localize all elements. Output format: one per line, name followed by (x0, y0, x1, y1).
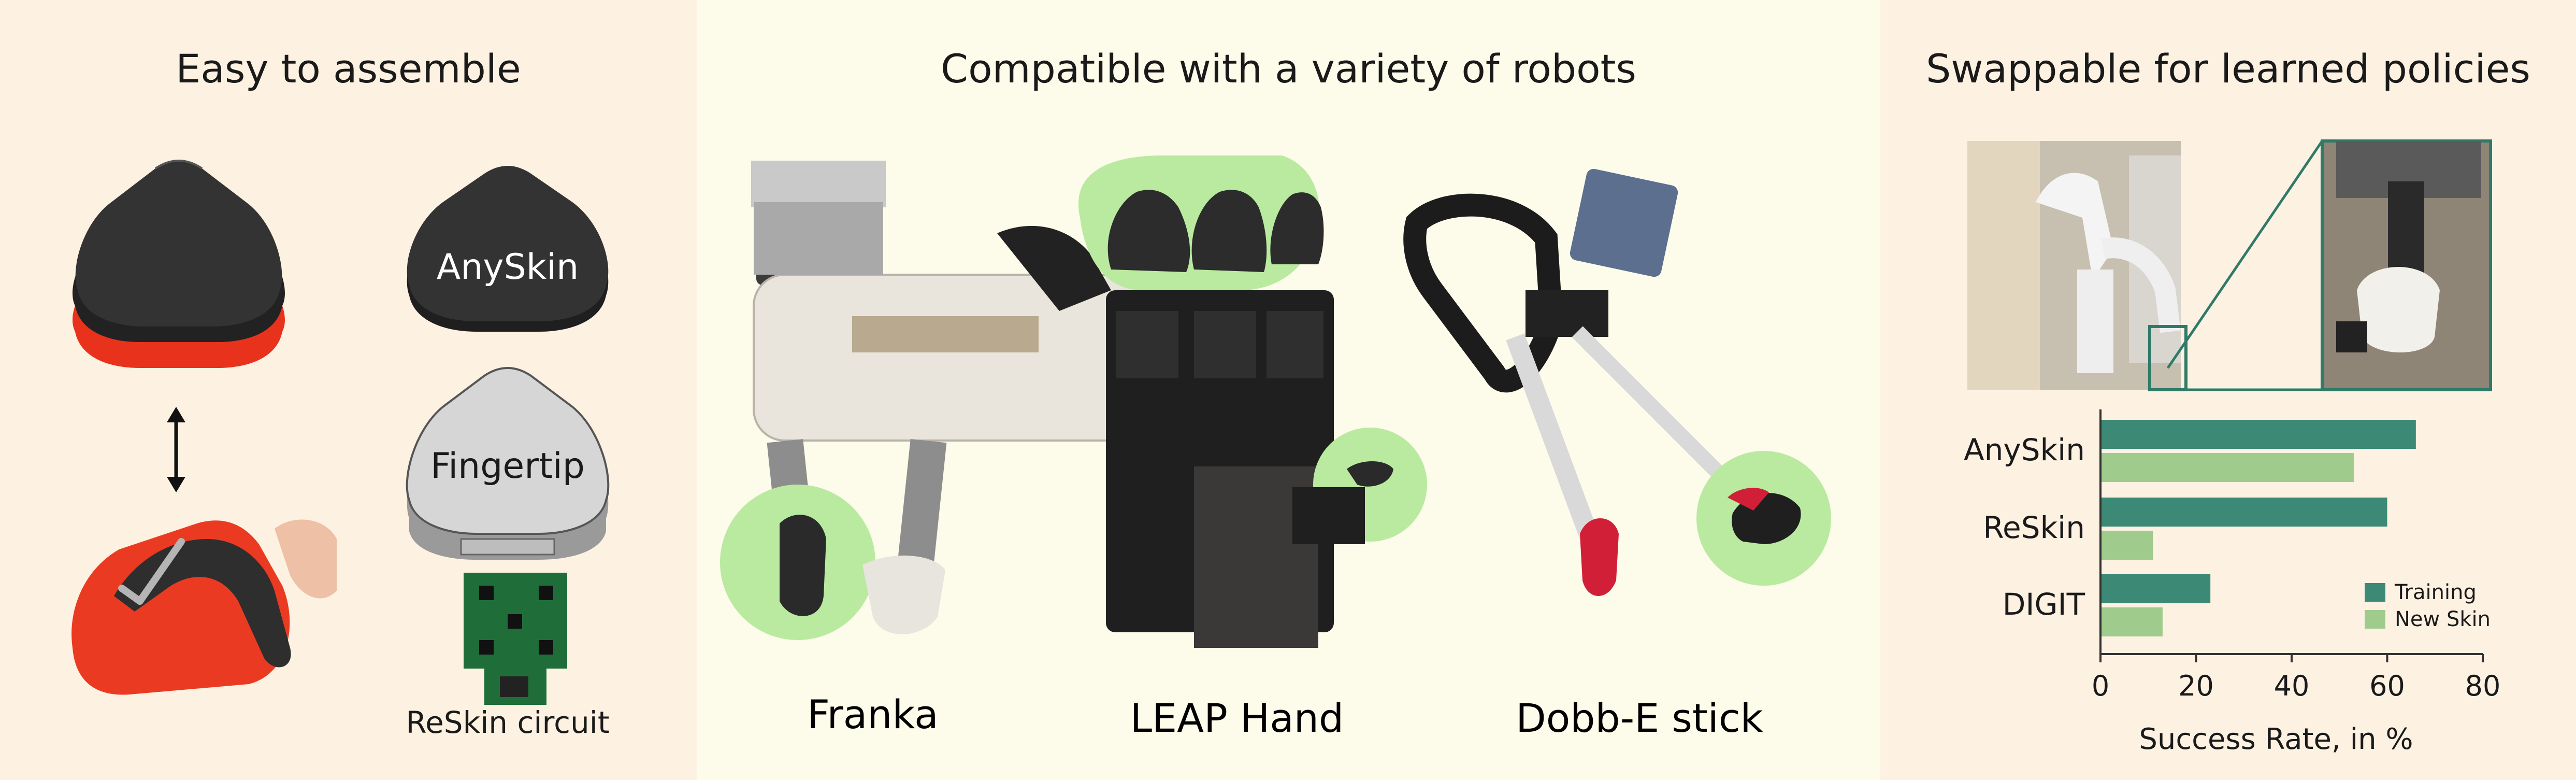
legend-swatch (2365, 610, 2385, 629)
anyskin-piece-image (407, 166, 609, 332)
leap-hand-image (1078, 155, 1427, 648)
gripper-closeup-photo (2321, 139, 2492, 391)
robots-illustration: Franka LEAP Hand Dobb-E stick (720, 155, 1831, 741)
robot-name-franka: Franka (807, 691, 938, 738)
base-with-hand-image (71, 519, 337, 695)
x-tick-label: 20 (2178, 670, 2214, 702)
dobbe-stick-image (1403, 168, 1831, 596)
fingertip-piece-image (406, 367, 610, 560)
panel-title-policies: Swappable for learned policies (1926, 46, 2530, 92)
x-axis-label: Success Rate, in % (2139, 722, 2413, 756)
policy-photos (1967, 139, 2492, 391)
bar-anyskin-new-skin (2100, 453, 2354, 482)
skin-on-base-image (73, 160, 285, 368)
bar-anyskin-training (2100, 420, 2416, 449)
bar-digit-new-skin (2100, 607, 2163, 636)
franka-gripper-image (720, 161, 1179, 640)
x-tick-label: 0 (2092, 670, 2109, 702)
legend-label: Training (2394, 580, 2477, 604)
category-label: DIGIT (2003, 587, 2085, 622)
x-tick-label: 60 (2369, 670, 2405, 702)
double-arrow-icon (167, 407, 185, 492)
zoom-box (2148, 325, 2188, 391)
robot-arm-photo (1967, 141, 2181, 390)
category-label: ReSkin (1983, 510, 2085, 545)
x-tick-label: 80 (2465, 670, 2501, 702)
zoom-connector-line (2166, 140, 2324, 369)
x-tick-label: 40 (2274, 670, 2310, 702)
robot-name-leap-hand: LEAP Hand (1130, 695, 1344, 741)
reskin-circuit-image (464, 573, 567, 705)
legend-label: New Skin (2395, 607, 2491, 631)
panel-title-robots: Compatible with a variety of robots (941, 46, 1636, 92)
assembly-illustration: AnySkin Fingertip (71, 160, 610, 705)
bar-reskin-new-skin (2100, 531, 2153, 560)
robot-name-dobbe-stick: Dobb-E stick (1516, 695, 1763, 741)
anyskin-label: AnySkin (437, 247, 579, 288)
legend-swatch (2365, 583, 2385, 602)
success-rate-chart: AnySkin ReSkin DIGIT 0 20 40 60 80 Success Rate,… (1964, 409, 2501, 756)
bar-reskin-training (2100, 498, 2387, 527)
panel-policies: Swappable for learned policies (1880, 0, 2576, 780)
bar-digit-training (2100, 574, 2211, 603)
panel-easy-to-assemble: Easy to assemble (0, 0, 697, 780)
reskin-circuit-label: ReSkin circuit (406, 705, 610, 740)
panel-robots: Compatible with a variety of robots (697, 0, 1880, 780)
category-label: AnySkin (1964, 432, 2085, 467)
panel-title-assemble: Easy to assemble (176, 46, 521, 92)
fingertip-label: Fingertip (430, 446, 585, 487)
